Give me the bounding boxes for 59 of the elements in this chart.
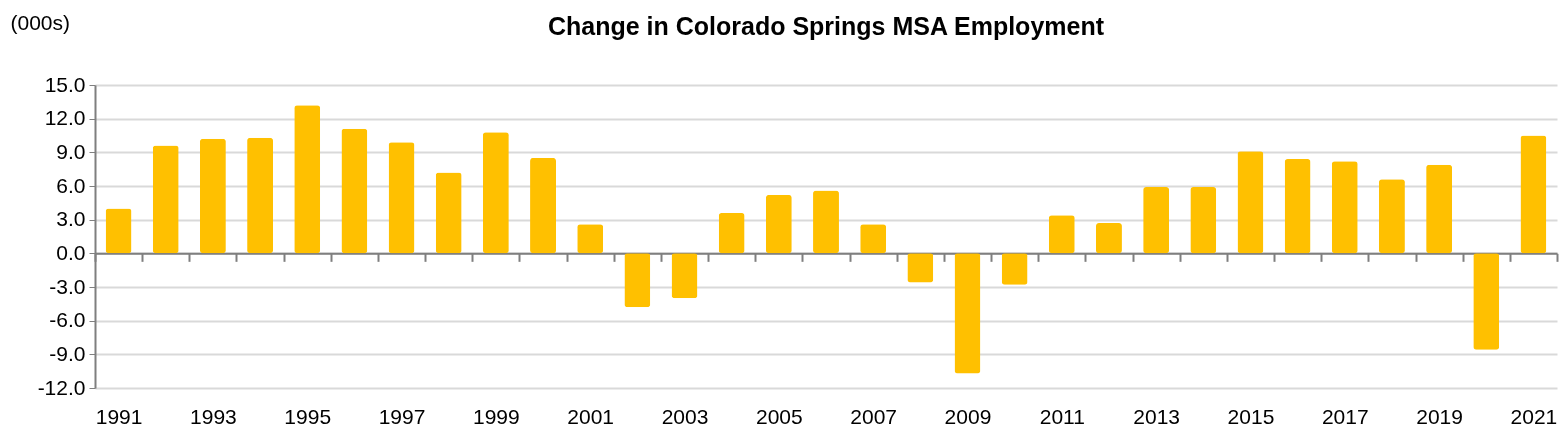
- x-tick-label: 1999: [473, 404, 520, 428]
- bar: [1001, 253, 1028, 285]
- bar: [530, 157, 556, 254]
- y-tick-label: -6.0: [49, 308, 86, 332]
- x-tick-label: 2009: [944, 404, 992, 428]
- bar: [907, 253, 934, 283]
- bar: [435, 172, 462, 254]
- bar: [577, 224, 604, 254]
- bar: [1331, 161, 1358, 254]
- y-tick-label: 15.0: [44, 72, 86, 96]
- y-axis-title: (000s): [10, 10, 71, 34]
- bar: [199, 138, 226, 254]
- bar: [1237, 151, 1264, 254]
- y-tick-label: 3.0: [56, 207, 86, 231]
- x-tick-label: 1991: [95, 404, 143, 428]
- bar: [765, 194, 792, 254]
- bar: [247, 137, 274, 254]
- bar: [671, 253, 698, 299]
- y-tick-label: -3.0: [49, 274, 86, 298]
- bar: [1284, 159, 1311, 254]
- bar: [294, 105, 321, 254]
- y-tick-label: 0.0: [56, 240, 86, 264]
- x-tick-label: 1997: [378, 404, 426, 428]
- x-tick-label: 2003: [661, 404, 709, 428]
- y-tick-label: 9.0: [56, 139, 86, 163]
- x-tick-label: 2019: [1416, 404, 1463, 428]
- y-tick-label: -9.0: [49, 341, 86, 365]
- bar: [718, 212, 745, 254]
- x-tick-label: 2017: [1321, 404, 1369, 428]
- bar: [860, 224, 887, 254]
- bar: [1426, 164, 1453, 254]
- bar: [624, 253, 651, 308]
- y-tick-label: 6.0: [56, 173, 86, 197]
- bar: [1048, 215, 1075, 254]
- bar: [388, 142, 415, 254]
- bar: [341, 128, 368, 254]
- y-tick-label: 12.0: [44, 106, 86, 130]
- bar: [1143, 187, 1170, 254]
- x-tick-label: 2005: [755, 404, 803, 428]
- bar: [482, 132, 509, 254]
- x-tick-label: 2007: [850, 404, 898, 428]
- bar: [1096, 223, 1122, 254]
- bar: [105, 208, 132, 254]
- x-tick-label: 1995: [284, 404, 332, 428]
- x-tick-label: 2001: [567, 404, 615, 428]
- bar: [1378, 179, 1405, 254]
- x-tick-label: 2013: [1133, 404, 1180, 428]
- x-tick-label: 2015: [1227, 404, 1275, 428]
- bar: [152, 145, 179, 254]
- bar: [1190, 187, 1217, 254]
- x-tick-label: 1993: [190, 404, 237, 428]
- y-tick-label: -12.0: [37, 375, 86, 399]
- x-tick-label: 2011: [1039, 404, 1085, 428]
- bar: [954, 253, 981, 374]
- chart-title: Change in Colorado Springs MSA Employment: [547, 12, 1105, 40]
- bar: [1473, 253, 1500, 350]
- bar: [1520, 135, 1547, 254]
- bar: [813, 190, 839, 254]
- x-tick-label: 2021: [1510, 404, 1558, 428]
